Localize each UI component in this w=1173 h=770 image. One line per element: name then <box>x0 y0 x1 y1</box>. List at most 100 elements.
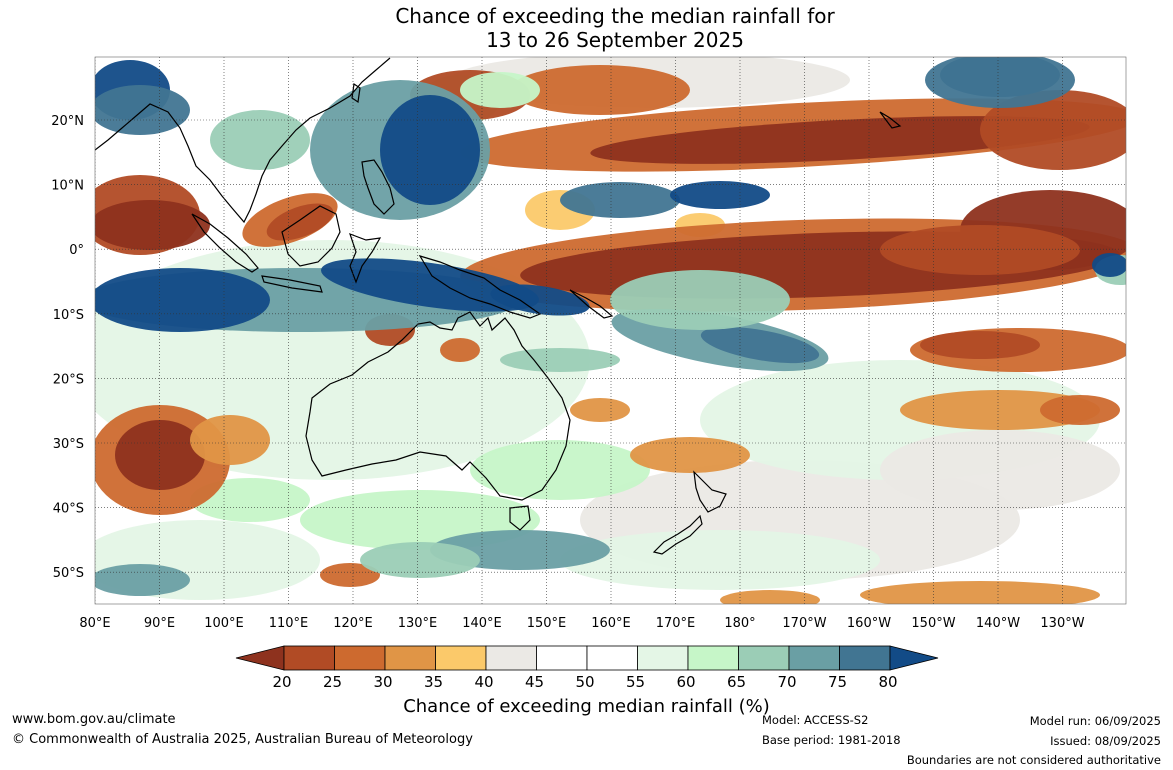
rainfall-region-29 <box>115 420 205 490</box>
latitude-label: 20°N <box>51 114 84 129</box>
rainfall-region-23 <box>95 200 210 250</box>
rainfall-region-58 <box>95 564 190 596</box>
colorbar-tick-label: 30 <box>373 673 392 691</box>
longitude-label: 120°E <box>333 616 373 631</box>
boundary-disclaimer: Boundaries are not considered authoritat… <box>906 753 1161 767</box>
longitude-label: 90°E <box>144 616 175 631</box>
longitude-label: 140°E <box>462 616 502 631</box>
colorbar-segment <box>586 645 638 671</box>
sulawesi-outline <box>349 232 382 284</box>
rainfall-region-42 <box>560 182 680 218</box>
sumatra-outline <box>191 213 259 273</box>
rainfall-region-50 <box>321 258 539 312</box>
rainfall-field <box>95 57 1126 604</box>
colorbar-high-arrow <box>889 645 939 671</box>
map-border <box>94 56 1127 605</box>
rainfall-region-38 <box>320 563 380 587</box>
latitude-label: 40°S <box>53 502 84 517</box>
longitude-label: 150°E <box>527 616 567 631</box>
map-panel <box>94 56 1127 605</box>
issued-date: Issued: 08/09/2025 <box>1050 734 1161 748</box>
rainfall-region-61 <box>460 72 540 108</box>
rainfall-region-54 <box>610 270 790 330</box>
colorbar-segment <box>283 645 335 671</box>
tasmania-outline <box>509 505 531 531</box>
colorbar-segment <box>637 645 689 671</box>
colorbar-tick-label: 70 <box>777 673 796 691</box>
rainfall-region-43 <box>670 181 770 209</box>
rainfall-region-32 <box>920 331 1040 359</box>
latitude-label: 10°S <box>53 308 84 323</box>
longitude-label: 160°W <box>847 616 891 631</box>
rainfall-region-30 <box>190 415 270 465</box>
colorbar-tick-label: 35 <box>424 673 443 691</box>
longitude-label: 170°E <box>656 616 696 631</box>
rainfall-region-57 <box>360 542 480 578</box>
new-zealand-north-outline <box>693 470 727 513</box>
model-run-date: Model run: 06/09/2025 <box>1029 714 1161 728</box>
longitude-label: 140°W <box>976 616 1020 631</box>
rainfall-region-6 <box>470 440 650 500</box>
rainfall-region-60 <box>1092 253 1126 277</box>
base-period: Base period: 1981-2018 <box>762 733 901 747</box>
rainfall-region-33 <box>900 390 1100 430</box>
longitude-label: 160°E <box>591 616 631 631</box>
rainfall-region-5 <box>880 430 1120 510</box>
rainfall-region-37 <box>860 581 1100 604</box>
website-link[interactable]: www.bom.gov.au/climate <box>12 712 176 727</box>
model-name: Model: ACCESS-S2 <box>762 713 869 727</box>
rainfall-region-34 <box>1040 395 1120 425</box>
longitude-label: 130°E <box>398 616 438 631</box>
hawaii-outline <box>879 111 902 129</box>
rainfall-region-47 <box>95 85 190 135</box>
colorbar-tick-label: 55 <box>626 673 645 691</box>
colorbar-low-arrow <box>235 645 285 671</box>
colorbar-segment <box>536 645 588 671</box>
colorbar-tick-label: 20 <box>272 673 291 691</box>
colorbar-segment <box>334 645 386 671</box>
colorbar-tick-label: 60 <box>676 673 695 691</box>
latitude-label: 0° <box>69 243 84 258</box>
graticule <box>95 57 1126 604</box>
rainfall-region-55 <box>500 348 620 372</box>
colorbar-tick-label: 80 <box>878 673 897 691</box>
rainfall-region-62 <box>210 110 310 170</box>
colorbar-tick-label: 65 <box>727 673 746 691</box>
rainfall-region-39 <box>720 590 820 604</box>
rainfall-region-27 <box>440 338 480 362</box>
rainfall-region-13 <box>980 90 1126 170</box>
new-zealand-south-outline <box>652 514 703 555</box>
java-outline <box>261 275 323 293</box>
philippines-outline <box>361 159 395 215</box>
latitude-label: 50°S <box>53 566 84 581</box>
longitude-label: 110°E <box>269 616 309 631</box>
colorbar: 20 25 30 35 40 45 50 55 60 65 70 75 80 <box>235 645 939 691</box>
title-line-1: Chance of exceeding the median rainfall … <box>395 4 835 28</box>
map-title: Chance of exceeding the median rainfall … <box>0 4 1173 52</box>
rainfall-region-45 <box>925 57 1075 108</box>
rainfall-region-36 <box>570 398 630 422</box>
rainfall-region-53 <box>700 326 820 364</box>
longitude-label: 80°E <box>79 616 110 631</box>
rainfall-region-21 <box>880 225 1080 275</box>
colorbar-segment <box>839 645 891 671</box>
longitude-label: 130°W <box>1040 616 1084 631</box>
title-line-2: 13 to 26 September 2025 <box>486 28 744 52</box>
colorbar-tick-label: 40 <box>474 673 493 691</box>
borneo-outline <box>281 205 341 267</box>
latitude-label: 30°S <box>53 437 84 452</box>
latitude-label: 20°S <box>53 372 84 387</box>
rainfall-region-51 <box>490 284 590 316</box>
latitude-label: 10°N <box>51 179 84 194</box>
colorbar-tick-label: 45 <box>525 673 544 691</box>
taiwan-outline <box>351 82 361 104</box>
longitude-label: 150°W <box>911 616 955 631</box>
latitude-labels: 20°N 10°N 0° 10°S 20°S 30°S 40°S 50°S <box>51 114 84 581</box>
new-guinea-outline <box>418 254 542 319</box>
rainfall-region-49 <box>95 268 270 332</box>
colorbar-segment <box>435 645 487 671</box>
colorbar-tick-label: 50 <box>575 673 594 691</box>
coastlines <box>95 57 902 555</box>
colorbar-tick-label: 25 <box>323 673 342 691</box>
